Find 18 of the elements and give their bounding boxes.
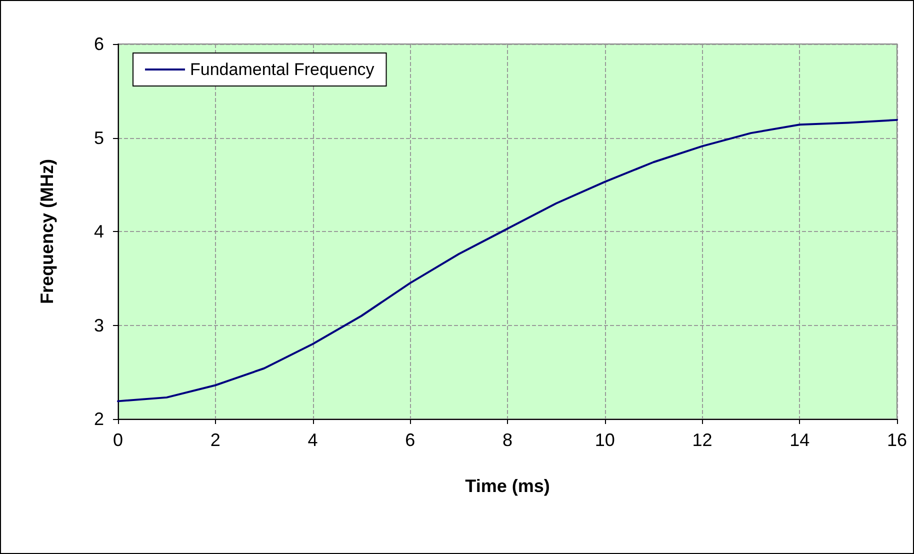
- x-tick-label: 4: [308, 430, 318, 450]
- x-tick-label: 10: [594, 430, 615, 450]
- y-tick-label: 2: [94, 409, 104, 429]
- x-tick-label: 12: [692, 430, 712, 450]
- x-tick-label: 8: [502, 430, 513, 450]
- line-series: [117, 118, 898, 402]
- x-tick-label: 14: [790, 430, 810, 450]
- y-axis-title: Frequency (MHz): [37, 158, 57, 304]
- x-tick-label: 2: [210, 430, 220, 450]
- x-tick-label: 6: [405, 430, 416, 450]
- x-axis-title: Time (ms): [465, 476, 550, 496]
- x-tick-label: 16: [886, 430, 908, 450]
- legend-label: Fundamental Frequency: [190, 60, 375, 79]
- x-tick-label: 0: [112, 430, 124, 450]
- y-tick-label: 6: [94, 34, 104, 54]
- y-tick-label: 5: [94, 128, 104, 148]
- y-tick-label: 3: [94, 315, 104, 336]
- y-tick-label: 4: [94, 222, 104, 242]
